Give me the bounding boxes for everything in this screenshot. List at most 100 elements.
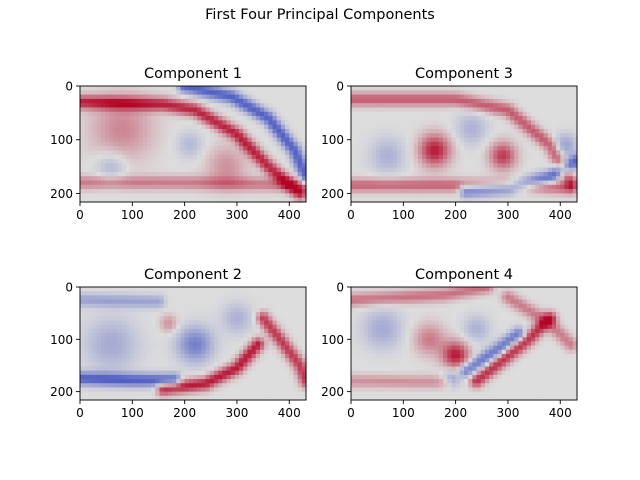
heatmap-cell — [134, 333, 139, 338]
heatmap-cell — [384, 185, 389, 190]
heatmap-cell — [564, 120, 569, 125]
heatmap-cell — [256, 312, 261, 317]
heatmap-cell — [84, 337, 89, 342]
heatmap-cell — [139, 107, 144, 112]
heatmap-cell — [252, 129, 257, 134]
heatmap-cell — [214, 346, 219, 351]
heatmap-cell — [552, 304, 557, 309]
heatmap-cell — [226, 358, 231, 363]
heatmap-cell — [298, 129, 303, 134]
heatmap-cell — [298, 392, 303, 397]
heatmap-cell — [243, 304, 248, 309]
heatmap-cell — [273, 371, 278, 376]
heatmap-cell — [556, 181, 561, 186]
heatmap-cell — [164, 150, 169, 155]
heatmap-cell — [160, 383, 165, 388]
heatmap-cell — [88, 291, 93, 296]
heatmap-cell — [418, 138, 423, 143]
heatmap-cell — [359, 329, 364, 334]
heatmap-cell — [239, 181, 244, 186]
heatmap-cell — [569, 320, 574, 325]
heatmap-cell — [359, 112, 364, 117]
heatmap-cell — [118, 375, 123, 380]
heatmap-cell — [155, 86, 160, 91]
heatmap-cell — [518, 168, 523, 173]
heatmap-cell — [447, 316, 452, 321]
heatmap-cell — [151, 358, 156, 363]
heatmap-cell — [289, 350, 294, 355]
heatmap-cell — [376, 142, 381, 147]
heatmap-cell — [393, 99, 398, 104]
heatmap-cell — [456, 150, 461, 155]
heatmap-cell — [164, 358, 169, 363]
heatmap-cell — [231, 295, 236, 300]
heatmap-cell — [523, 138, 528, 143]
heatmap-cell — [364, 150, 369, 155]
heatmap-cell — [93, 320, 98, 325]
heatmap-cell — [359, 133, 364, 138]
heatmap-cell — [80, 291, 85, 296]
heatmap-cell — [539, 129, 544, 134]
heatmap-cell — [384, 163, 389, 168]
heatmap-cell — [439, 189, 444, 194]
heatmap-cell — [84, 354, 89, 359]
heatmap-cell — [226, 316, 231, 321]
heatmap-cell — [122, 291, 127, 296]
heatmap-cell — [298, 333, 303, 338]
heatmap-cell — [426, 304, 431, 309]
heatmap-cell — [185, 329, 190, 334]
heatmap-cell — [468, 168, 473, 173]
heatmap-cell — [464, 316, 469, 321]
heatmap-cell — [443, 138, 448, 143]
heatmap-cell — [527, 193, 532, 198]
heatmap-cell — [84, 392, 89, 397]
heatmap-cell — [376, 133, 381, 138]
heatmap-cell — [134, 387, 139, 392]
heatmap-cell — [155, 316, 160, 321]
heatmap-cell — [393, 103, 398, 108]
heatmap-cell — [185, 337, 190, 342]
heatmap-cell — [293, 159, 298, 164]
heatmap-cell — [376, 146, 381, 151]
heatmap-cell — [201, 291, 206, 296]
heatmap-cell — [372, 295, 377, 300]
heatmap-cell — [298, 354, 303, 359]
heatmap-cell — [193, 185, 198, 190]
heatmap-cell — [210, 337, 215, 342]
heatmap-cell — [527, 168, 532, 173]
heatmap-cell — [88, 346, 93, 351]
heatmap-cell — [493, 129, 498, 134]
heatmap-cell — [405, 329, 410, 334]
heatmap-cell — [105, 168, 110, 173]
heatmap-cell — [456, 181, 461, 186]
heatmap-cell — [97, 193, 102, 198]
heatmap-cell — [298, 341, 303, 346]
heatmap-cell — [281, 383, 286, 388]
heatmap-cell — [134, 129, 139, 134]
heatmap-cell — [147, 316, 152, 321]
heatmap-cell — [289, 379, 294, 384]
heatmap-cell — [502, 320, 507, 325]
heatmap-cell — [130, 189, 135, 194]
heatmap-cell — [197, 138, 202, 143]
heatmap-cell — [88, 95, 93, 100]
heatmap-cell — [464, 300, 469, 305]
heatmap-cell — [206, 392, 211, 397]
heatmap-cell — [122, 337, 127, 342]
heatmap-cell — [293, 112, 298, 117]
heatmap-cell — [502, 103, 507, 108]
heatmap-cell — [485, 193, 490, 198]
heatmap-cell — [113, 375, 118, 380]
heatmap-cell — [260, 176, 265, 181]
heatmap-cell — [172, 346, 177, 351]
heatmap-cell — [397, 150, 402, 155]
heatmap-cell — [193, 155, 198, 160]
heatmap-cell — [201, 312, 206, 317]
heatmap-cell — [222, 367, 227, 372]
heatmap-cell — [189, 341, 194, 346]
heatmap-cell — [222, 295, 227, 300]
heatmap-cell — [535, 176, 540, 181]
heatmap-cell — [368, 120, 373, 125]
heatmap-cell — [451, 86, 456, 91]
heatmap-cell — [380, 181, 385, 186]
